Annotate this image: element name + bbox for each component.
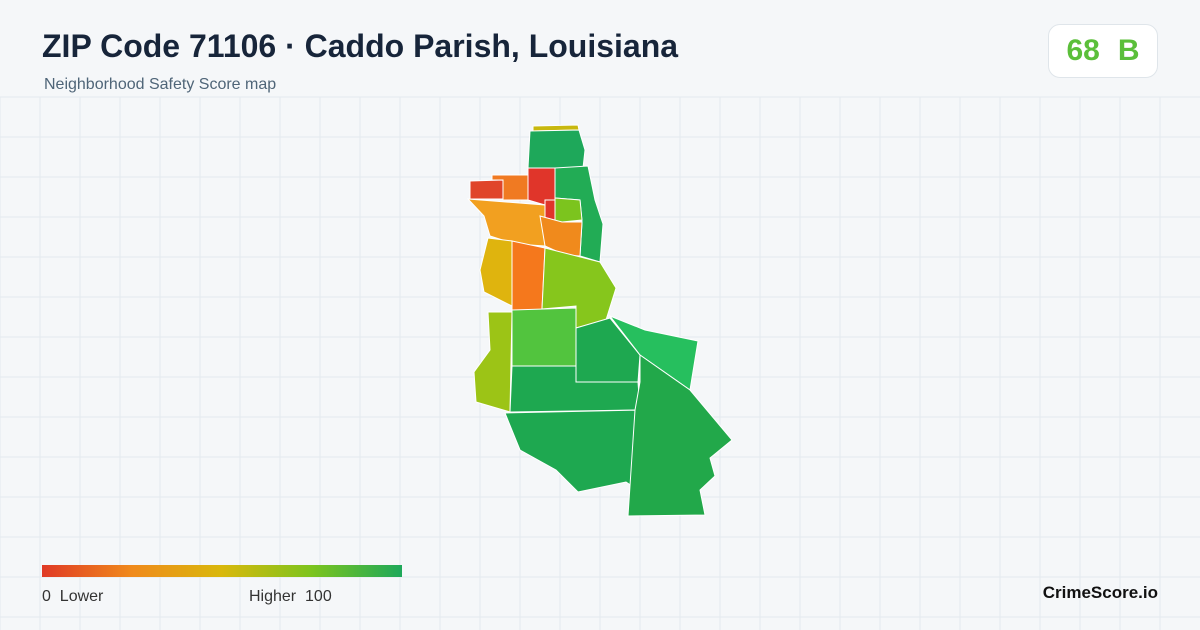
score: 68 <box>1066 34 1100 67</box>
region <box>511 307 577 367</box>
legend-high: Higher 100 <box>249 588 332 606</box>
subtitle: Neighborhood Safety Score map <box>44 76 277 93</box>
brand: CrimeScore.io <box>1042 583 1158 602</box>
region <box>539 215 583 257</box>
region <box>527 167 556 206</box>
region <box>554 197 583 223</box>
region <box>511 240 546 311</box>
legend-low: 0 Lower <box>42 588 103 606</box>
region <box>504 409 641 493</box>
region <box>608 314 699 391</box>
legend-min: 0 <box>42 588 51 605</box>
legend-gradient <box>42 565 402 577</box>
region <box>469 179 504 200</box>
legend-high-label: Higher <box>249 588 297 605</box>
legend-low-label: Lower <box>59 588 104 605</box>
title: ZIP Code 71106 · Caddo Parish, Louisiana <box>42 28 679 64</box>
region <box>509 365 641 413</box>
grade: B <box>1117 34 1140 67</box>
regions <box>466 124 733 517</box>
region <box>527 129 586 169</box>
score-badge: 68 B <box>1048 24 1158 78</box>
region <box>479 237 513 307</box>
grid <box>0 96 1200 630</box>
region <box>627 354 733 517</box>
legend-max: 100 <box>305 588 332 605</box>
